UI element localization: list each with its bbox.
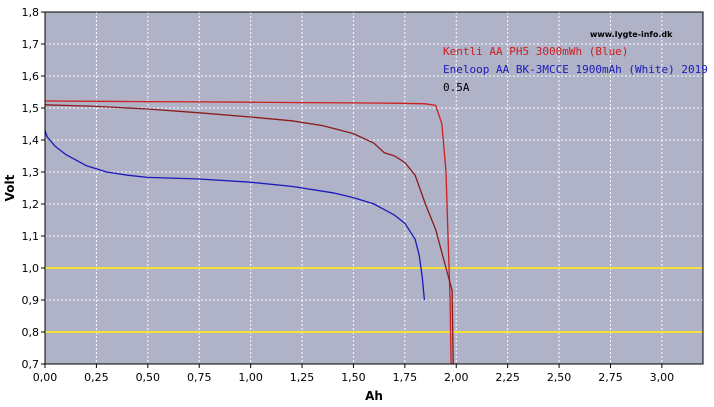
y-axis-label: Volt	[3, 174, 17, 201]
y-tick-labels: 0,7 0,8 0,9 1,0 1,1 1,2 1,3 1,4 1,5 1,6 1,7 1,8	[22, 6, 704, 371]
x-tick-label-8: 2,00	[444, 371, 469, 384]
legend-entry-2: Eneloop AA BK-3MCCE 1900mAh (White) 2019	[443, 63, 708, 76]
x-tick-label-1: 0,25	[84, 371, 109, 384]
y-tick-label-11: 1,8	[22, 6, 40, 19]
y-tick-label-0: 0,7	[22, 358, 40, 371]
series-line-1	[44, 104, 454, 365]
y-tick-label-7: 1,4	[22, 134, 40, 147]
x-tick-label-5: 1,25	[290, 371, 315, 384]
y-tick-label-9: 1,6	[22, 70, 40, 83]
plot-border	[44, 11, 704, 365]
plot-area	[45, 12, 703, 364]
x-tick-label-4: 1,00	[238, 371, 263, 384]
y-tick-label-10: 1,7	[22, 38, 40, 51]
legend-entry-0: Kentli AA PH5 3000mWh (Blue)	[443, 45, 628, 58]
x-axis-label: Ah	[365, 389, 383, 403]
x-tick-label-9: 2,25	[495, 371, 520, 384]
x-tick-label-7: 1,75	[393, 371, 418, 384]
x-tick-label-3: 0,75	[187, 371, 212, 384]
y-tick-label-1: 0,8	[22, 326, 40, 339]
reference-lines	[45, 267, 703, 333]
x-tick-label-12: 3,00	[650, 371, 675, 384]
y-tick-label-2: 0,9	[22, 294, 40, 307]
x-tick-label-2: 0,50	[136, 371, 161, 384]
y-tick-label-5: 1,2	[22, 198, 40, 211]
y-tick-label-3: 1,0	[22, 262, 40, 275]
series-line-0	[44, 100, 452, 365]
current-annotation: 0.5A	[443, 81, 470, 94]
legend: Kentli AA PH5 3000mWh (Blue) Eneloop AA B…	[443, 45, 708, 76]
x-tick-label-10: 2,50	[547, 371, 572, 384]
y-tick-label-6: 1,3	[22, 166, 40, 179]
series-layer	[44, 100, 454, 365]
x-tick-label-0: 0,00	[33, 371, 58, 384]
x-tick-labels: 0,00 0,25 0,50 0,75 1,00 1,25 1,50 1,75 2,00 2,25…	[33, 364, 674, 384]
y-tick-label-4: 1,1	[22, 230, 40, 243]
x-tick-label-6: 1,50	[341, 371, 366, 384]
watermark: www.lygte-info.dk	[590, 30, 673, 39]
series-line-2	[44, 130, 426, 301]
x-tick-label-11: 2,75	[598, 371, 623, 384]
y-tick-label-8: 1,5	[22, 102, 40, 115]
